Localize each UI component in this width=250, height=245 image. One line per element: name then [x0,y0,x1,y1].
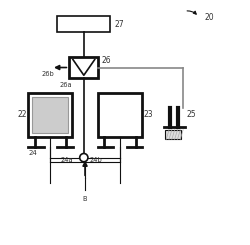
Text: 24: 24 [28,150,37,156]
FancyBboxPatch shape [98,93,142,137]
FancyBboxPatch shape [69,57,98,78]
FancyBboxPatch shape [32,97,68,133]
Circle shape [80,154,88,162]
Text: 26: 26 [102,56,112,65]
Text: 26b: 26b [42,71,54,77]
Text: 23: 23 [143,110,153,119]
FancyBboxPatch shape [165,130,182,139]
Text: 27: 27 [114,20,124,29]
Text: 22: 22 [17,110,27,119]
FancyBboxPatch shape [57,16,110,32]
Text: B: B [83,196,87,202]
FancyBboxPatch shape [28,93,72,137]
Text: 20: 20 [205,13,214,22]
Text: 25: 25 [187,110,196,119]
Text: 24a: 24a [61,157,74,163]
Text: 24b: 24b [90,157,103,163]
Text: 26a: 26a [59,82,72,88]
